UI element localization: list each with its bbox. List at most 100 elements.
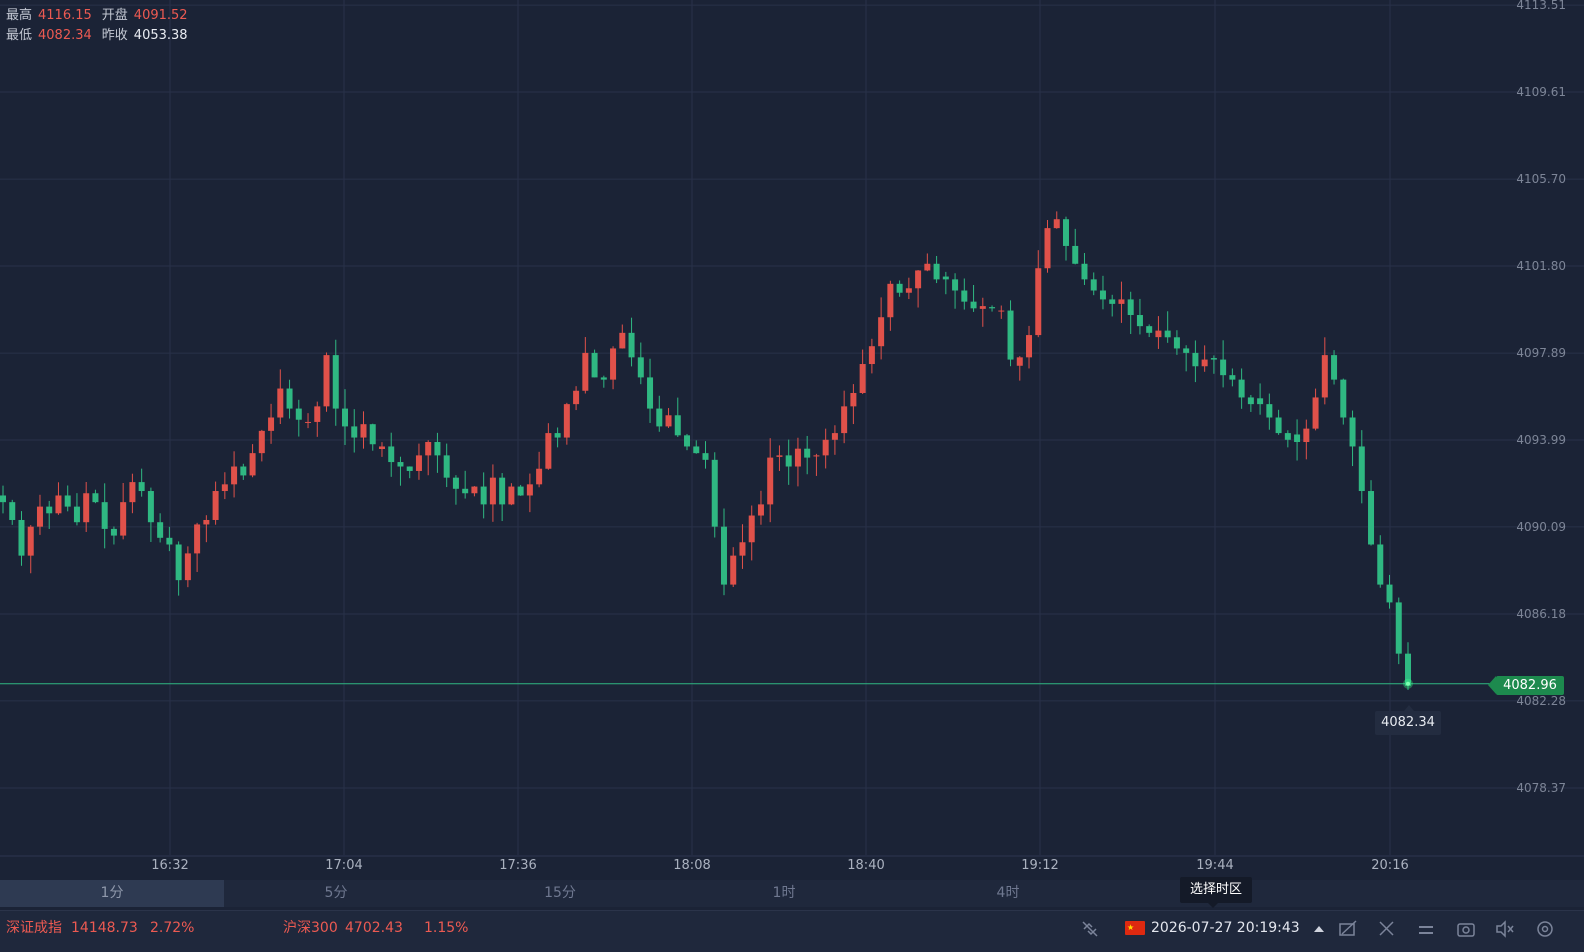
candle-body [1377,544,1384,585]
candle-body [129,482,136,503]
y-tick: 4093.99 [1516,433,1566,447]
candle-body [887,283,894,318]
mute-icon[interactable] [1495,919,1515,939]
candle-body [480,486,487,505]
candle-body [610,348,617,380]
candle-body [600,377,607,380]
period-15min[interactable]: 15分 [544,885,576,901]
menu-icon[interactable] [1416,919,1436,939]
candle-body [1007,310,1014,360]
period-1hour[interactable]: 1时 [772,885,796,901]
candle-body [1266,404,1273,418]
candle-body [1164,330,1171,338]
period-4hour[interactable]: 4时 [996,885,1020,901]
candle-body [656,408,663,427]
flag-cn-icon [1125,911,1145,945]
period-1min[interactable]: 1分 [0,880,224,907]
last-price-dot [1406,681,1410,686]
prev-close-value: 4053.38 [133,28,188,43]
candle-body [1210,358,1217,360]
high-value: 4116.15 [38,8,92,23]
x-tick: 18:40 [847,858,885,873]
screenshot-icon[interactable] [1456,919,1476,939]
candle-body [1349,417,1356,447]
caret-up-icon[interactable] [1312,919,1326,939]
candle-body [591,352,598,378]
candle-body [462,488,469,494]
candle-body [1072,245,1079,264]
candle-body [240,466,247,476]
candle-body [739,542,746,556]
candle-body [1340,379,1347,418]
candle-body [36,506,43,527]
candle-body [305,421,312,423]
candle-body [120,502,127,536]
y-tick: 4078.37 [1516,781,1566,795]
indicator-tool-icon[interactable] [1377,919,1397,939]
draw-toggle-icon[interactable] [1338,919,1358,939]
candle-body [1238,379,1245,398]
candle-body [286,388,293,409]
datetime-display[interactable]: 2026-07-27 20:19:43 [1151,920,1300,936]
current-price-tag: 4082.96 [1488,676,1564,695]
candle-body [388,446,395,463]
candle-body [1247,397,1254,405]
candlestick-chart[interactable]: 最高 4116.15 开盘 4091.52 最低 4082.34 昨收 4053.38 41… [0,0,1584,880]
candle-body [55,495,62,514]
candle-body [822,439,829,456]
candle-body [563,404,570,438]
candle-body [1173,337,1180,349]
low-value: 4082.34 [38,28,92,43]
settings-icon[interactable] [1535,919,1555,939]
candle-body [794,448,801,467]
candle-body [1109,299,1116,304]
y-tick: 4109.61 [1516,85,1566,99]
candle-body [92,493,99,503]
candle-body [1053,219,1060,229]
period-5min[interactable]: 5分 [324,885,348,901]
chart-canvas[interactable] [0,0,1584,880]
candle-body [443,455,450,478]
candle-body [1081,263,1088,280]
x-tick: 19:44 [1196,858,1234,873]
candle-body [628,332,635,358]
link-off-icon[interactable] [1080,919,1100,939]
x-tick: 16:32 [151,858,189,873]
candle-body [896,283,903,293]
candle-body [332,355,339,409]
candle-body [73,506,80,523]
candle-body [360,424,367,438]
period-selector: 1分 5分 15分 1时 4时 [0,880,1584,907]
candle-body [342,408,349,427]
candle-body [711,459,718,527]
candle-body [1294,434,1301,443]
candle-body [757,504,764,516]
candle-body [277,388,284,418]
candle-body [323,355,330,407]
candle-body [1118,299,1125,304]
candle-body [1386,584,1393,603]
candle-body [194,524,201,554]
sz-index-name[interactable]: 深证成指 [6,920,62,936]
candle-body [83,493,90,523]
candle-body [1127,299,1134,316]
candle-body [9,502,16,520]
candle-body [471,486,478,494]
candle-body [499,477,506,505]
y-tick: 4086.18 [1516,607,1566,621]
x-tick: 17:36 [499,858,537,873]
candle-body [647,377,654,409]
hs300-name[interactable]: 沪深300 [283,920,338,936]
candle-body [804,448,811,458]
y-tick: 4082.28 [1516,694,1566,708]
candle-body [351,426,358,438]
candle-body [1183,348,1190,353]
candle-body [1155,330,1162,338]
candle-body [268,417,275,431]
candle-body [64,495,71,507]
hs300-change: 1.15% [424,920,469,936]
candle-body [406,466,413,471]
candle-body [166,537,173,545]
candle-body [637,357,644,378]
open-value: 4091.52 [133,8,188,23]
